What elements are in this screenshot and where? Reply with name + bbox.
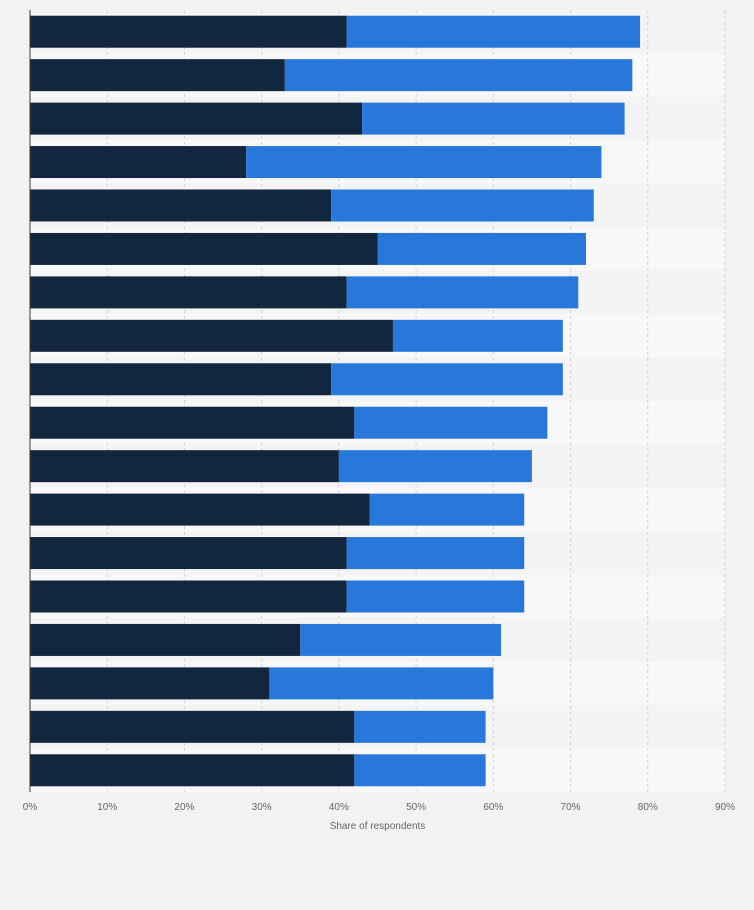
bar-segment-series-2 <box>354 406 548 439</box>
x-tick-label: 40% <box>329 802 349 813</box>
bar-segment-series-1 <box>30 667 270 700</box>
x-tick-label: 20% <box>174 802 194 813</box>
bar-segment-series-1 <box>30 59 285 92</box>
x-tick-label: 50% <box>406 802 426 813</box>
bar-segment-series-1 <box>30 754 355 787</box>
x-tick-label: 60% <box>483 802 503 813</box>
bar-segment-series-2 <box>269 667 494 700</box>
bar-segment-series-2 <box>369 493 525 526</box>
bar-segment-series-1 <box>30 363 332 396</box>
bar-segment-series-1 <box>30 319 393 352</box>
bar-segment-series-1 <box>30 450 339 483</box>
x-axis-title: Share of respondents <box>330 821 426 832</box>
bar-segment-series-1 <box>30 102 363 135</box>
bar-segment-series-2 <box>331 363 563 396</box>
x-tick-label: 10% <box>97 802 117 813</box>
bar-segment-series-1 <box>30 537 347 570</box>
gridlines <box>106 10 726 792</box>
bar-segment-series-2 <box>346 276 579 309</box>
bar-segment-series-1 <box>30 710 355 743</box>
bar-segment-series-1 <box>30 580 347 613</box>
bar-segment-series-1 <box>30 189 332 222</box>
bars <box>30 15 641 787</box>
bar-segment-series-1 <box>30 276 347 309</box>
bar-segment-series-1 <box>30 15 347 48</box>
bar-segment-series-2 <box>246 146 602 179</box>
bar-segment-series-2 <box>377 232 586 265</box>
x-tick-label: 30% <box>252 802 272 813</box>
bar-segment-series-1 <box>30 623 301 656</box>
bar-segment-series-2 <box>362 102 625 135</box>
x-tick-label: 80% <box>638 802 658 813</box>
bar-segment-series-2 <box>346 580 525 613</box>
bar-segment-series-2 <box>300 623 502 656</box>
bar-segment-series-2 <box>331 189 594 222</box>
bar-segment-series-1 <box>30 232 378 265</box>
x-axis-ticks: 0% 10% 20% 30% 40% 50% 60% 70% 80% 90% <box>23 802 735 813</box>
bar-segment-series-2 <box>346 537 525 570</box>
x-tick-label: 90% <box>715 802 735 813</box>
bar-segment-series-2 <box>338 450 532 483</box>
bar-segment-series-2 <box>284 59 633 92</box>
bar-segment-series-2 <box>392 319 563 352</box>
bar-segment-series-1 <box>30 493 370 526</box>
bar-segment-series-1 <box>30 406 355 439</box>
x-tick-label: 70% <box>561 802 581 813</box>
bar-segment-series-2 <box>354 710 486 743</box>
x-tick-label: 0% <box>23 802 38 813</box>
bar-segment-series-2 <box>354 754 486 787</box>
bar-segment-series-1 <box>30 146 247 179</box>
bar-segment-series-2 <box>346 15 641 48</box>
